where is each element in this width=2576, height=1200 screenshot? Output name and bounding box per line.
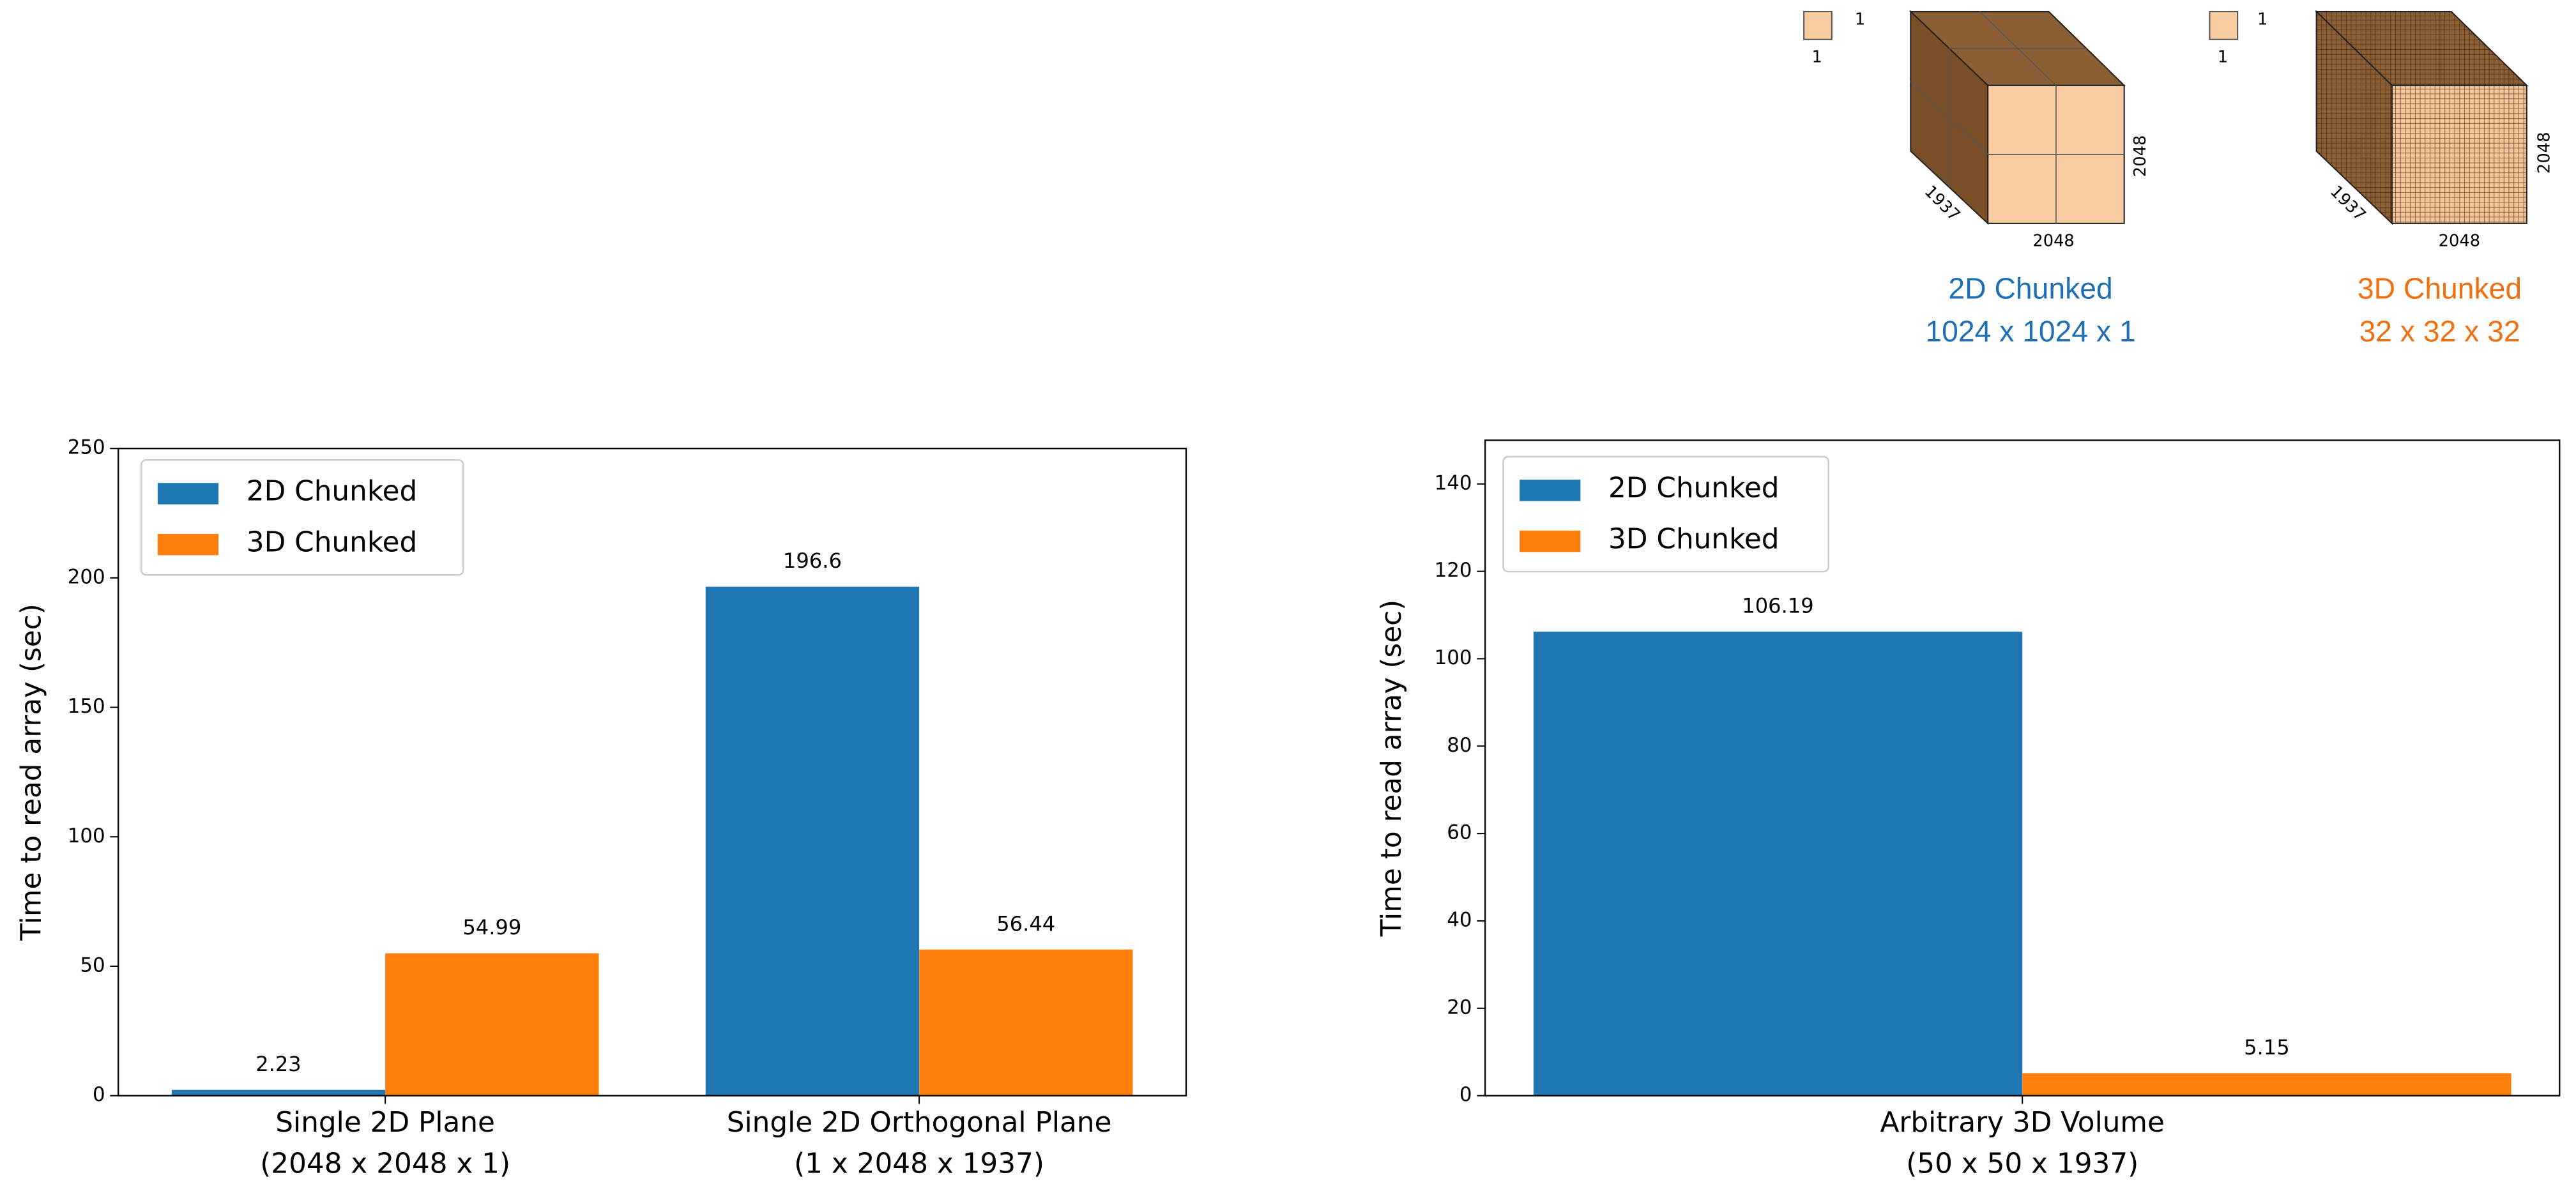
x-tick-label: Single 2D Orthogonal Plane (1 x 2048 x 1… <box>726 1107 1112 1181</box>
cube-label: 1 <box>2257 10 2267 29</box>
cube-2d <box>1803 10 2126 225</box>
bar <box>1533 632 2023 1096</box>
y-tick-label: 20 <box>1447 996 1472 1019</box>
y-tick-label: 120 <box>1435 559 1472 582</box>
cube-title: 3D Chunked <box>2358 272 2522 305</box>
bar <box>2022 1073 2511 1096</box>
cube-label: 2048 <box>2131 135 2150 177</box>
legend-box <box>1502 455 1829 573</box>
legend-label: 3D Chunked <box>247 526 417 558</box>
value-label: 196.6 <box>783 549 842 573</box>
x-tick-label-box: Arbitrary 3D Volume (50 x 50 x 1937) <box>1880 1107 2165 1181</box>
legend-swatch <box>157 483 219 505</box>
cube-chunk: 32 x 32 x 32 <box>2359 314 2520 347</box>
y-tick-label: 60 <box>1447 821 1472 844</box>
plot-frame <box>118 448 1187 1097</box>
x-tick-label-box: Single 2D Plane (2048 x 2048 x 1) <box>260 1107 511 1181</box>
value-label: 56.44 <box>996 911 1055 936</box>
cube-title: 2D Chunked <box>1948 272 2112 305</box>
legend-swatch <box>1520 480 1581 501</box>
bar <box>385 953 599 1096</box>
y-tick-label: 50 <box>80 953 105 976</box>
cube-label: 2048 <box>2439 232 2480 251</box>
x-tick-label: Arbitrary 3D Volume (50 x 50 x 1937) <box>1880 1107 2165 1181</box>
cube-label: 1 <box>2218 48 2228 67</box>
legend-box <box>140 459 464 576</box>
y-tick-label: 40 <box>1447 908 1472 931</box>
cube-label: 1 <box>1812 48 1822 67</box>
cube-label: 1 <box>1855 10 1865 29</box>
value-label: 54.99 <box>462 915 521 939</box>
y-tick-label: 150 <box>68 695 105 718</box>
value-label: 2.23 <box>255 1052 301 1076</box>
x-tick-label-box: Single 2D Orthogonal Plane (1 x 2048 x 1… <box>726 1107 1112 1181</box>
bar <box>171 1090 386 1096</box>
cube-label: 2048 <box>2535 132 2554 174</box>
legend-swatch <box>157 533 219 556</box>
y-tick-label: 140 <box>1435 471 1472 494</box>
y-tick-label: 200 <box>68 565 105 588</box>
y-tick-label: 80 <box>1447 734 1472 757</box>
legend-label: 2D Chunked <box>1608 472 1779 505</box>
legend-label: 3D Chunked <box>1608 522 1779 555</box>
y-axis-label: Time to read array (sec) <box>15 604 47 941</box>
x-tick-label: Single 2D Plane (2048 x 2048 x 1) <box>260 1107 511 1181</box>
y-tick-label: 0 <box>93 1083 105 1106</box>
y-tick-label: 100 <box>1435 646 1472 669</box>
cube-3d <box>2209 10 2529 225</box>
bar <box>705 586 920 1096</box>
bar <box>919 949 1133 1096</box>
value-label: 5.15 <box>2244 1035 2290 1059</box>
cube-label: 2048 <box>2032 232 2074 251</box>
legend-label: 2D Chunked <box>247 475 417 508</box>
value-label: 106.19 <box>1742 594 1813 618</box>
cube-chunk: 1024 x 1024 x 1 <box>1925 314 2135 347</box>
legend-swatch <box>1520 530 1581 552</box>
y-axis-label: Time to read array (sec) <box>1375 600 1408 937</box>
y-tick-label: 100 <box>68 824 105 847</box>
y-tick-label: 0 <box>1459 1083 1472 1106</box>
y-tick-label: 250 <box>68 436 105 459</box>
